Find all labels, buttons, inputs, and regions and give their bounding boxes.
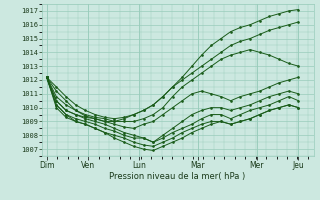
X-axis label: Pression niveau de la mer( hPa ): Pression niveau de la mer( hPa ) [109,172,246,181]
